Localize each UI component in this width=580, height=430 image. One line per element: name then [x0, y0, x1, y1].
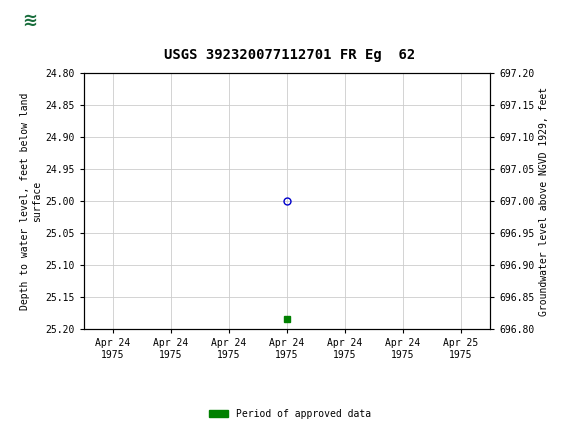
- Text: ≋: ≋: [23, 12, 38, 29]
- Y-axis label: Groundwater level above NGVD 1929, feet: Groundwater level above NGVD 1929, feet: [539, 86, 549, 316]
- Y-axis label: Depth to water level, feet below land
surface: Depth to water level, feet below land su…: [20, 92, 42, 310]
- Legend: Period of approved data: Period of approved data: [205, 405, 375, 423]
- Text: USGS 392320077112701 FR Eg  62: USGS 392320077112701 FR Eg 62: [164, 48, 416, 62]
- FancyBboxPatch shape: [3, 3, 58, 37]
- Text: USGS: USGS: [67, 12, 122, 29]
